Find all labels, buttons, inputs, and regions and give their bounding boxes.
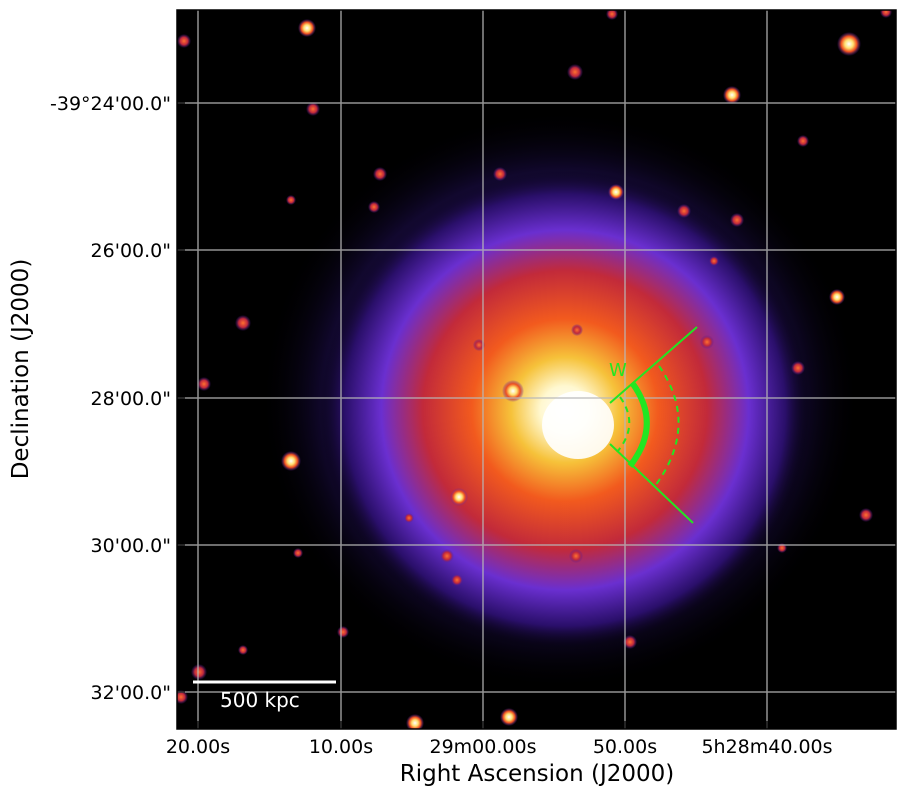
- y-tick-label: 26'00.0": [91, 240, 171, 262]
- region-w-label: W: [609, 360, 627, 381]
- y-tick-label: 32'00.0": [91, 682, 171, 704]
- scale-bar-label: 500 kpc: [220, 688, 300, 712]
- y-tick-label: 28'00.0": [91, 388, 171, 410]
- y-tick-label: 30'00.0": [91, 535, 171, 557]
- y-ticks: [177, 102, 185, 693]
- x-tick-label: 50.00s: [593, 736, 657, 758]
- y-tick-label: -39°24'00.0": [50, 93, 171, 115]
- x-tick-label: 20.00s: [166, 736, 230, 758]
- plot-frame: [176, 9, 897, 730]
- x-tick-label: 29m00.00s: [430, 736, 537, 758]
- x-ticks: [197, 721, 768, 729]
- point-sources: [177, 10, 892, 729]
- coordinate-grid: [177, 10, 896, 729]
- x-tick-label: 5h28m40.00s: [701, 736, 832, 758]
- y-axis-title: Declination (J2000): [8, 259, 34, 480]
- x-axis-title: Right Ascension (J2000): [400, 761, 675, 787]
- x-tick-label: 10.00s: [309, 736, 373, 758]
- image-panel: W 500 kpc: [177, 10, 896, 729]
- cluster-core: [542, 391, 614, 459]
- region-w-sector: [609, 326, 698, 524]
